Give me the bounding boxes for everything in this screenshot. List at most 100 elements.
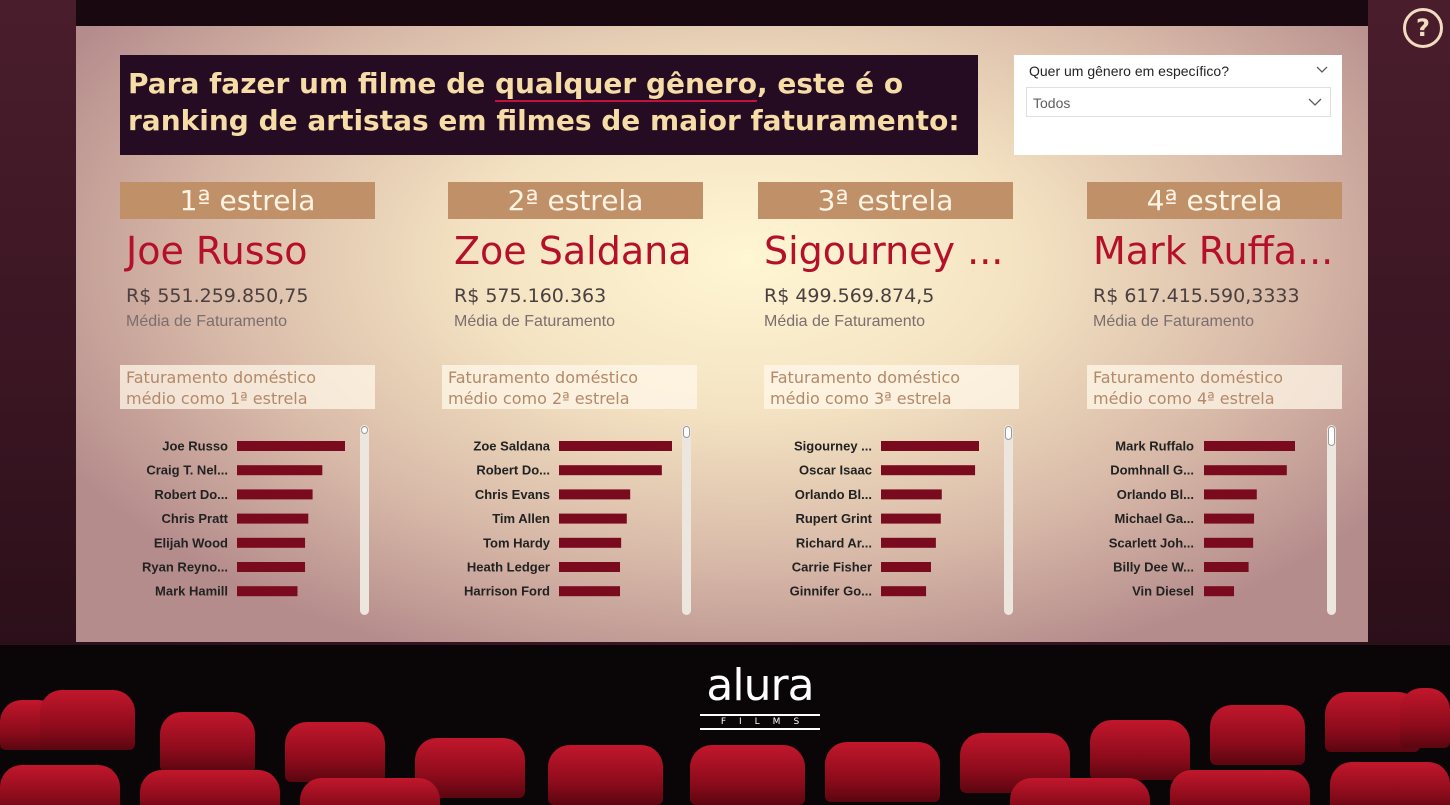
- dropdown-value: Todos: [1033, 95, 1071, 111]
- theater-seat: [548, 745, 663, 805]
- bar-label: Domhnall G...: [1110, 463, 1194, 478]
- page-title: Para fazer um filme de qualquer gênero, …: [120, 55, 978, 155]
- bar-label: Rupert Grint: [795, 511, 872, 526]
- bar[interactable]: [881, 489, 942, 500]
- rank-label: 2ª estrela: [448, 182, 703, 219]
- chart-scrollbar[interactable]: [360, 425, 369, 615]
- bar-label: Heath Ledger: [467, 560, 550, 575]
- bar[interactable]: [559, 562, 621, 572]
- bar-label: Zoe Saldana: [473, 439, 550, 454]
- star-card-2: 2ª estrela Zoe Saldana R$ 575.160.363 Mé…: [442, 182, 703, 615]
- scrollbar-thumb[interactable]: [361, 426, 368, 434]
- chevron-down-icon: [1308, 98, 1322, 106]
- bar[interactable]: [237, 489, 313, 500]
- bar-label: Sigourney ...: [794, 439, 872, 454]
- bar[interactable]: [881, 513, 941, 524]
- bar[interactable]: [559, 441, 672, 451]
- bar[interactable]: [559, 489, 631, 500]
- scrollbar-thumb[interactable]: [1005, 426, 1012, 440]
- bar-chart-2: Zoe Saldana Robert Do... Chris Evans Tim Al…: [464, 439, 672, 599]
- bar[interactable]: [881, 586, 927, 597]
- star-card-4: 4ª estrela Mark Ruffa... R$ 617.415.590,…: [1087, 182, 1342, 615]
- bar-label: Richard Ar...: [796, 535, 872, 550]
- bar[interactable]: [1204, 586, 1235, 597]
- bar-chart-3: Sigourney ... Oscar Isaac Orlando Bl... Rup…: [790, 439, 979, 599]
- alura-films-logo: alura FILMS: [700, 662, 820, 730]
- title-part-1: Para fazer um filme de: [128, 67, 495, 100]
- bar-label: Tim Allen: [492, 511, 550, 526]
- theater-seat: [0, 765, 120, 805]
- theater-seat: [1170, 770, 1310, 805]
- star-name: Zoe Saldana: [454, 229, 692, 273]
- average-revenue-label: Média de Faturamento: [126, 313, 287, 330]
- bar[interactable]: [237, 586, 298, 597]
- title-emphasis: qualquer gênero: [494, 67, 757, 102]
- bar[interactable]: [1204, 441, 1295, 451]
- average-revenue: R$ 499.569.874,5: [764, 285, 935, 307]
- bar-label: Chris Pratt: [162, 511, 229, 526]
- bar[interactable]: [881, 562, 931, 572]
- average-revenue: R$ 551.259.850,75: [126, 285, 309, 307]
- chart-title: Faturamento doméstico médio como 1ª estr…: [120, 365, 375, 409]
- bar-label: Tom Hardy: [483, 535, 551, 550]
- star-name: Mark Ruffa...: [1093, 229, 1334, 273]
- bar[interactable]: [881, 537, 936, 548]
- bar-label: Robert Do...: [154, 487, 228, 502]
- chart-scrollbar[interactable]: [1327, 425, 1336, 615]
- scrollbar-thumb[interactable]: [683, 426, 690, 438]
- bar-label: Chris Evans: [475, 487, 550, 502]
- average-revenue-label: Média de Faturamento: [454, 313, 615, 330]
- bar-label: Harrison Ford: [464, 584, 550, 599]
- bar-label: Ryan Reyno...: [142, 560, 228, 575]
- star-card-3: 3ª estrela Sigourney ... R$ 499.569.874,…: [758, 182, 1019, 615]
- bar[interactable]: [559, 513, 627, 524]
- bar-label: Michael Ga...: [1115, 511, 1194, 526]
- bar[interactable]: [237, 441, 345, 451]
- bar[interactable]: [559, 537, 622, 548]
- bar-label: Elijah Wood: [154, 535, 228, 550]
- theater-seat: [1090, 720, 1190, 780]
- bar[interactable]: [881, 441, 979, 451]
- bar[interactable]: [881, 465, 976, 476]
- theater-seat: [825, 742, 940, 802]
- bar[interactable]: [1204, 537, 1254, 548]
- bar-label: Mark Hamill: [155, 584, 228, 599]
- bar-label: Craig T. Nel...: [146, 463, 228, 478]
- rank-label: 1ª estrela: [120, 182, 375, 219]
- chart-scrollbar[interactable]: [682, 425, 691, 615]
- scrollbar-thumb[interactable]: [1328, 426, 1335, 446]
- bar[interactable]: [237, 513, 309, 524]
- chevron-down-icon[interactable]: [1316, 63, 1328, 75]
- bar[interactable]: [1204, 465, 1287, 476]
- bar-label: Ginnifer Go...: [790, 584, 872, 599]
- chart-title: Faturamento doméstico médio como 2ª estr…: [442, 365, 697, 409]
- theater-seat: [1010, 778, 1150, 805]
- bar[interactable]: [237, 537, 306, 548]
- bar[interactable]: [1204, 562, 1249, 572]
- bar[interactable]: [1204, 489, 1257, 500]
- average-revenue-label: Média de Faturamento: [1093, 313, 1254, 330]
- average-revenue: R$ 575.160.363: [454, 285, 607, 307]
- bar[interactable]: [559, 586, 621, 597]
- bar-label: Joe Russo: [162, 439, 228, 454]
- bar-label: Scarlett Joh...: [1109, 535, 1194, 550]
- genre-slicer: Quer um gênero em específico? Todos: [1014, 55, 1342, 155]
- theater-seat: [160, 712, 255, 772]
- average-revenue: R$ 617.415.590,3333: [1093, 285, 1300, 307]
- bar-label: Vin Diesel: [1132, 584, 1194, 599]
- logo-wordmark: alura: [706, 660, 814, 711]
- bar[interactable]: [1204, 513, 1255, 524]
- bar[interactable]: [559, 465, 662, 476]
- bar-label: Carrie Fisher: [792, 560, 872, 575]
- stage-ceiling: [0, 0, 1450, 26]
- bar[interactable]: [237, 465, 323, 476]
- genre-dropdown[interactable]: Todos: [1026, 87, 1331, 117]
- help-icon[interactable]: ?: [1403, 8, 1443, 48]
- slicer-title: Quer um gênero em específico?: [1029, 63, 1229, 79]
- rank-label: 3ª estrela: [758, 182, 1013, 219]
- bar[interactable]: [237, 562, 306, 572]
- bar-label: Oscar Isaac: [799, 463, 872, 478]
- bar-label: Billy Dee W...: [1113, 560, 1194, 575]
- chart-scrollbar[interactable]: [1004, 425, 1013, 615]
- theater-seat: [285, 722, 385, 782]
